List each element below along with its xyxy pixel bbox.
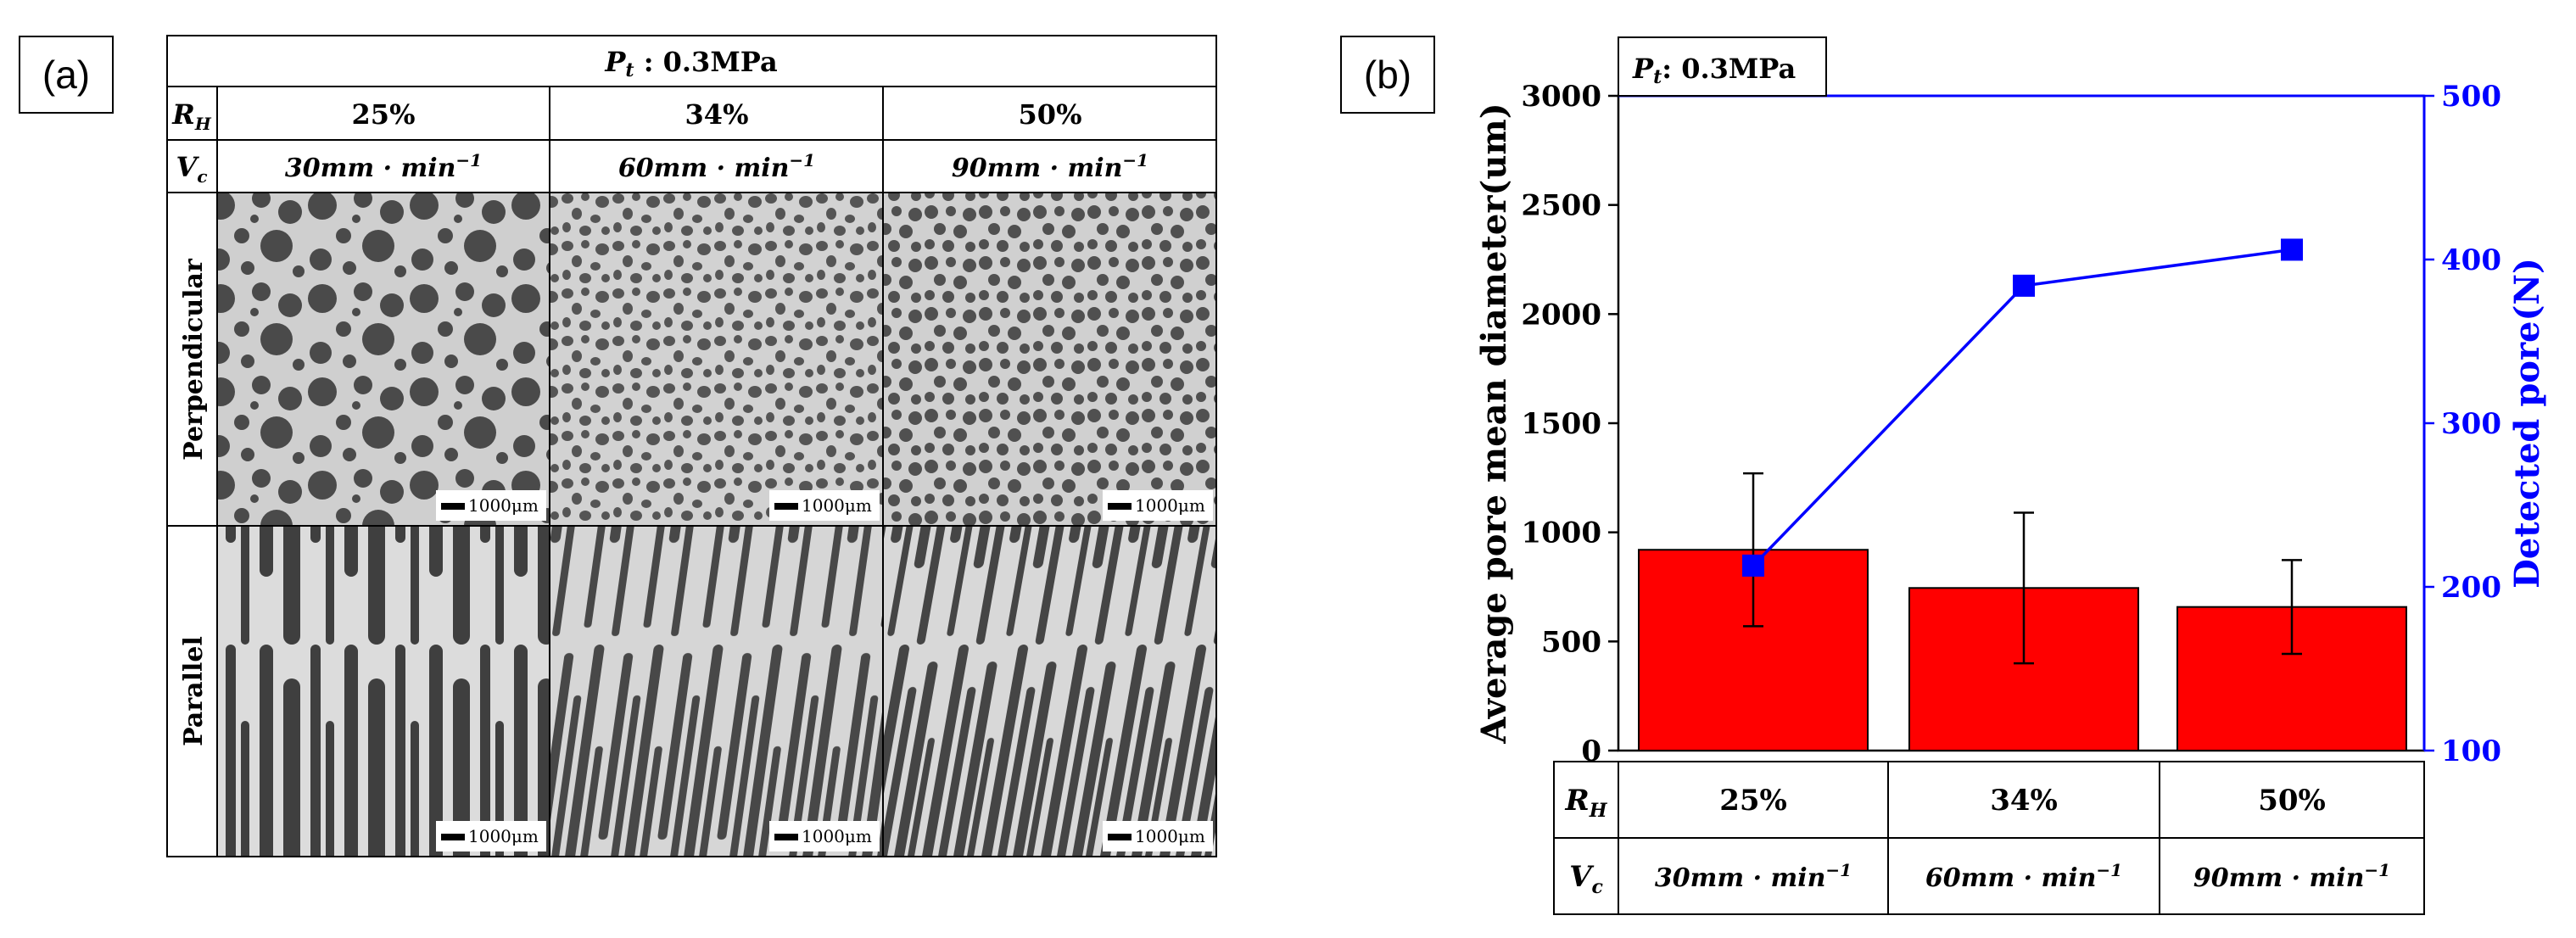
micrograph-perpendicular-25 [218,193,549,525]
svg-text:1000μm: 1000μm [802,826,872,846]
row-header-rh: RH [171,98,212,134]
table-rh-50: 50% [2258,784,2326,818]
detected-pore-line [1752,248,2293,567]
scale-bar-4: 1000μm [436,821,546,851]
detected-pore-marker-34% [2013,274,2035,297]
error-bar-50% [2282,559,2302,656]
y-tick-label: 1000 [1521,516,1601,550]
table-vc-90: 90mm · min−1 [2193,860,2390,893]
svg-text:1000μm: 1000μm [468,495,539,516]
scale-bar-6: 1000μm [1103,821,1213,851]
svg-text:1000μm: 1000μm [468,826,539,846]
detected-pore-marker-25% [1742,554,1764,577]
table-vc-30: 30mm · min−1 [1655,860,1852,893]
y-tick-label: 1500 [1521,407,1601,441]
detected-pore-marker-50% [2281,238,2303,261]
y-tick-label: 2000 [1521,298,1601,332]
pressure-legend: Pt: 0.3MPa [1618,36,1827,97]
panel-a-header: Pt : 0.3MPa [604,46,777,81]
micrograph-parallel-25 [218,527,549,856]
y-axis-title: Average pore mean diameter(um) [1474,103,1514,744]
y2-tick-label: 100 [2441,734,2501,768]
error-bar-34% [2014,511,2034,665]
panel-a-label: (a) [19,36,114,114]
svg-text:1000μm: 1000μm [1135,826,1205,846]
y2-axis-title: Detected pore(N) [2507,258,2547,589]
col-vc-30: 30mm · min−1 [285,150,482,183]
col-rh-50: 50% [1019,98,1082,131]
micrograph-perpendicular-50 [884,193,1215,525]
scale-bar-3: 1000μm [1103,490,1213,521]
y-tick-label: 3000 [1521,80,1601,114]
y-tick-label: 500 [1541,625,1601,659]
y2-tick-label: 400 [2441,243,2501,277]
table-vc-header: Vc [1569,860,1603,898]
micrograph-perpendicular-34 [550,193,882,525]
col-rh-34: 34% [685,98,749,131]
table-rh-34: 34% [1990,784,2058,818]
y2-tick-label: 200 [2441,571,2501,605]
row-label-parallel: Parallel [179,636,209,746]
scale-bar-5: 1000μm [769,821,880,851]
y-tick-label: 0 [1581,734,1601,768]
panel-b-label: (b) [1340,36,1435,114]
table-vc-60: 60mm · min−1 [1925,860,2122,893]
scale-bar-2: 1000μm [769,490,880,521]
error-bar-25% [1743,472,1763,628]
row-label-perpendicular: Perpendicular [179,258,209,461]
row-header-vc: Vc [176,151,207,187]
svg-text:1000μm: 1000μm [1135,495,1205,516]
svg-text:1000μm: 1000μm [802,495,872,516]
micrograph-parallel-50 [884,527,1215,856]
condition-table: RH Vc 25% 34% 50% 30mm · min−1 60mm · mi… [1553,761,2425,915]
col-vc-90: 90mm · min−1 [952,150,1148,183]
y-tick-label: 2500 [1521,189,1601,223]
col-vc-60: 60mm · min−1 [618,150,815,183]
y2-tick-label: 500 [2441,80,2501,114]
col-rh-25: 25% [352,98,416,131]
micrograph-parallel-34 [550,527,882,856]
table-rh-header: RH [1564,784,1607,822]
scale-bar-1: 1000μm [436,490,546,521]
table-rh-25: 25% [1719,784,1787,818]
svg-text:Pt: 0.3MPa: Pt: 0.3MPa [1632,53,1796,88]
y2-tick-label: 300 [2441,407,2501,441]
